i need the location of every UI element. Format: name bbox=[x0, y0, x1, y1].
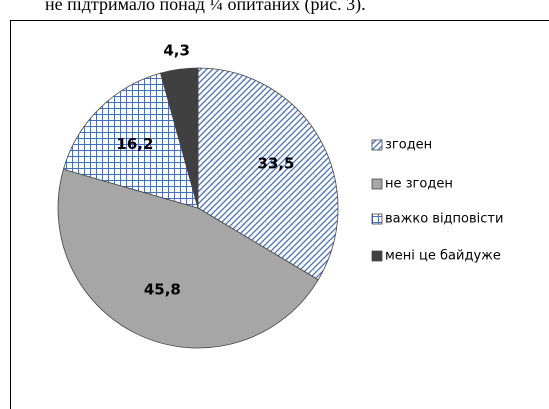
data-label: 4,3 bbox=[163, 42, 190, 60]
legend-swatch bbox=[371, 250, 383, 262]
legend-label: згоден bbox=[385, 138, 432, 153]
pie-slice bbox=[57, 168, 319, 349]
pie-slice bbox=[160, 67, 199, 209]
legend-label: не згоден bbox=[385, 177, 453, 192]
legend-swatch bbox=[371, 178, 383, 190]
legend-label: важко відповісти bbox=[385, 212, 503, 227]
data-label: 45,8 bbox=[144, 281, 181, 299]
legend-label: мені це байдуже bbox=[385, 249, 501, 264]
legend-swatch bbox=[371, 139, 383, 151]
data-label: 33,5 bbox=[257, 154, 294, 172]
legend-swatch bbox=[371, 213, 383, 225]
pie-slice bbox=[62, 72, 199, 209]
data-label: 16,2 bbox=[116, 135, 153, 153]
pie-slice bbox=[197, 67, 339, 281]
caption-text: не підтримало понад ¼ опитаних (рис. 3). bbox=[45, 0, 366, 15]
